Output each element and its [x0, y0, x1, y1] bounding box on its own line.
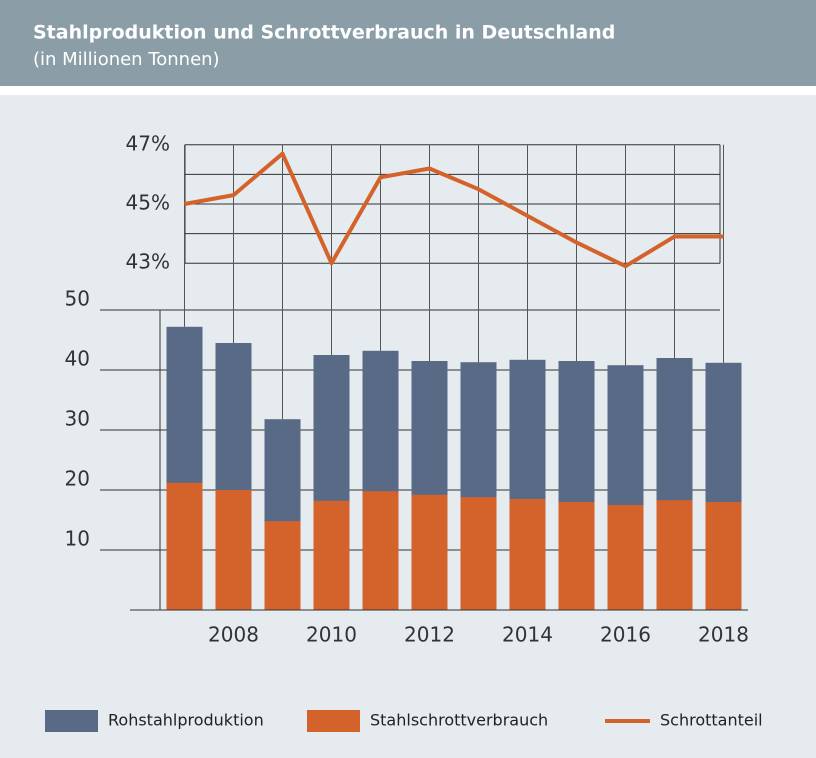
- bar: [607, 505, 644, 610]
- y2-tick-label: 47%: [126, 131, 170, 155]
- y2-tick-label: 43%: [126, 250, 170, 274]
- x-tick-label: 2010: [306, 623, 357, 647]
- bar: [313, 500, 350, 610]
- legend-label: Rohstahlproduktion: [108, 711, 264, 730]
- x-tick-label: 2008: [208, 623, 259, 647]
- legend-label: Stahlschrottverbrauch: [370, 711, 548, 730]
- bar: [558, 502, 595, 610]
- bar: [460, 497, 497, 610]
- y-tick-label: 10: [65, 527, 90, 551]
- legend-swatch: [45, 710, 98, 732]
- bar: [264, 521, 301, 610]
- legend-label: Schrottanteil: [660, 711, 763, 730]
- y-tick-label: 50: [65, 287, 90, 311]
- bar: [215, 490, 252, 610]
- y2-tick-label: 45%: [126, 191, 170, 215]
- bar: [705, 502, 742, 610]
- bar: [362, 491, 399, 610]
- bar: [166, 482, 203, 610]
- bar: [509, 499, 546, 610]
- y-tick-label: 40: [65, 347, 90, 371]
- x-tick-label: 2014: [502, 623, 553, 647]
- chart-subtitle: (in Millionen Tonnen): [33, 49, 220, 70]
- x-tick-label: 2018: [698, 623, 749, 647]
- y-tick-label: 30: [65, 407, 90, 431]
- bar: [411, 494, 448, 610]
- x-tick-label: 2012: [404, 623, 455, 647]
- share-line: [184, 151, 724, 269]
- y-tick-label: 20: [65, 467, 90, 491]
- bar: [656, 500, 693, 610]
- x-tick-label: 2016: [600, 623, 651, 647]
- chart-background: [0, 95, 816, 758]
- header-band: [0, 0, 816, 86]
- chart-title: Stahlproduktion und Schrottverbrauch in …: [33, 22, 615, 44]
- legend-swatch: [307, 710, 360, 732]
